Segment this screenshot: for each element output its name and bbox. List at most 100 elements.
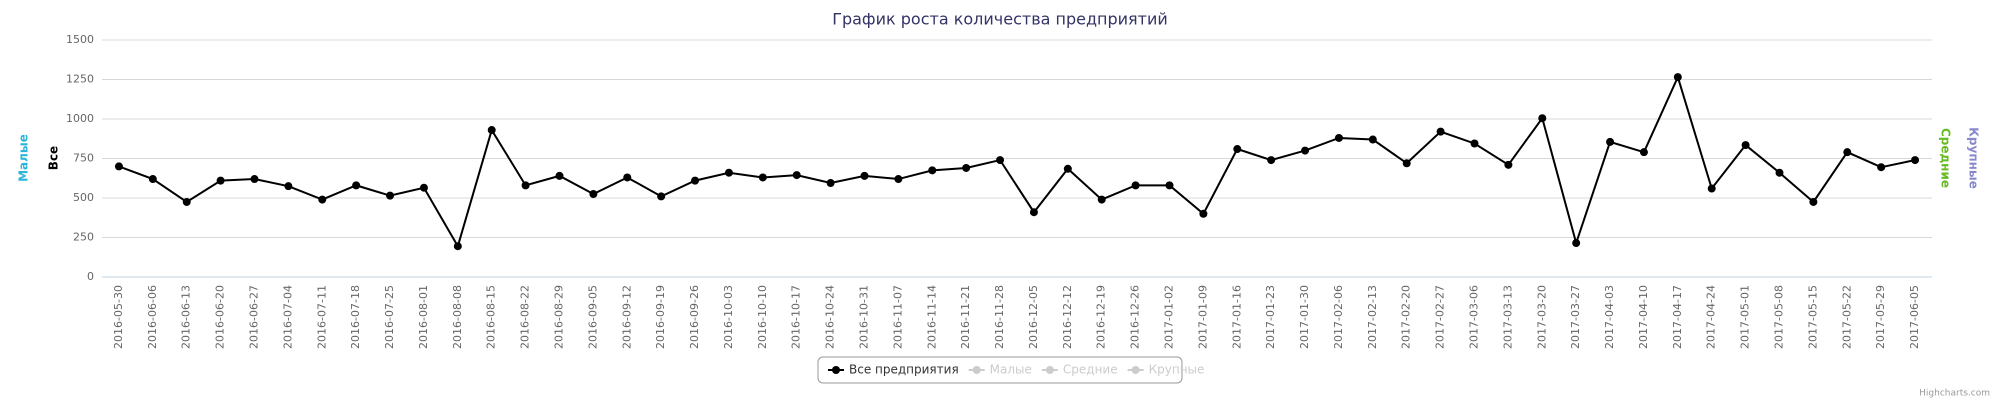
x-tick-label: 2016-06-20: [214, 285, 227, 349]
x-tick-label: 2017-01-30: [1298, 285, 1311, 349]
x-tick-label: 2016-12-19: [1095, 285, 1108, 349]
point: [589, 190, 598, 199]
point: [1538, 114, 1547, 123]
x-tick-label: 2016-09-19: [654, 285, 667, 349]
x-tick-label: 2017-02-27: [1434, 285, 1447, 349]
x-tick-label: 2016-10-03: [722, 285, 735, 349]
point: [1199, 209, 1208, 218]
point: [1165, 181, 1174, 190]
y-tick-label: 0: [87, 270, 94, 283]
point: [1334, 133, 1343, 142]
point: [1877, 163, 1886, 172]
point: [1267, 156, 1276, 165]
x-tick-label: 2017-01-16: [1230, 285, 1243, 349]
y-tick-label: 1000: [66, 112, 94, 125]
legend-item[interactable]: Все предприятия: [849, 363, 959, 377]
point: [1402, 159, 1411, 168]
x-tick-label: 2016-11-28: [993, 285, 1006, 349]
point: [521, 181, 530, 190]
point: [758, 173, 767, 182]
legend-box: [817, 356, 1183, 384]
x-tick-label: 2017-02-20: [1400, 285, 1413, 349]
point: [1029, 208, 1038, 217]
x-tick-label: 2017-03-27: [1569, 285, 1582, 349]
point: [1233, 145, 1242, 154]
x-tick-label: 2017-05-22: [1840, 285, 1853, 349]
legend-item[interactable]: Малые: [990, 363, 1032, 377]
x-tick-label: 2016-06-27: [248, 285, 261, 349]
point: [623, 173, 632, 182]
point: [1063, 164, 1072, 173]
point: [1368, 135, 1377, 144]
point: [216, 176, 225, 185]
x-tick-label: 2016-08-22: [519, 285, 532, 349]
point: [419, 183, 428, 192]
x-tick-label: 2016-09-26: [688, 285, 701, 349]
x-tick-label: 2016-11-07: [891, 285, 904, 349]
legend-symbol: [832, 366, 840, 374]
point: [318, 195, 327, 204]
x-tick-label: 2016-11-21: [959, 285, 972, 349]
point: [148, 175, 157, 184]
x-tick-label: 2016-05-30: [112, 285, 125, 349]
legend-item[interactable]: Средние: [1063, 363, 1118, 377]
x-tick-label: 2016-08-15: [485, 285, 498, 349]
x-tick-label: 2016-12-05: [1027, 285, 1040, 349]
point: [386, 191, 395, 200]
point: [1504, 160, 1513, 169]
y-tick-label: 750: [73, 152, 94, 165]
credits[interactable]: Highcharts.com: [1919, 389, 1990, 399]
x-tick-label: 2016-10-31: [858, 285, 871, 349]
point: [792, 171, 801, 180]
point: [1436, 127, 1445, 136]
point: [1775, 168, 1784, 177]
x-tick-label: 2017-01-23: [1264, 285, 1277, 349]
point: [1097, 195, 1106, 204]
point: [724, 168, 733, 177]
point: [250, 175, 259, 184]
x-tick-label: 2016-10-24: [824, 285, 837, 349]
point: [487, 126, 496, 135]
point: [114, 162, 123, 171]
x-tick-label: 2016-07-04: [281, 285, 294, 349]
y-axis-title: Средние: [1939, 128, 1953, 188]
point: [1843, 148, 1852, 157]
x-tick-label: 2017-04-10: [1637, 285, 1650, 349]
legend-symbol: [1045, 366, 1054, 374]
point: [284, 182, 293, 191]
x-tick-label: 2016-12-12: [1061, 285, 1074, 349]
x-tick-label: 2016-09-05: [586, 285, 599, 349]
point: [1707, 184, 1716, 193]
point: [826, 178, 835, 187]
x-tick-label: 2017-04-03: [1603, 285, 1616, 349]
point: [657, 192, 666, 201]
point: [1639, 148, 1648, 157]
x-tick-label: 2016-10-17: [790, 285, 803, 349]
x-tick-label: 2016-08-08: [451, 285, 464, 349]
x-tick-label: 2017-05-01: [1739, 285, 1752, 349]
x-tick-label: 2017-06-05: [1908, 285, 1921, 349]
point: [894, 175, 903, 184]
point: [1809, 197, 1818, 206]
series-line: [118, 74, 1916, 249]
point: [1911, 156, 1920, 165]
x-tick-label: 2016-07-11: [315, 285, 328, 349]
point: [691, 176, 700, 185]
x-tick-label: 2017-03-13: [1501, 285, 1514, 349]
y-axis-title: Малые: [17, 134, 31, 182]
point: [962, 163, 971, 172]
y-tick-label: 500: [73, 191, 94, 204]
point: [352, 181, 361, 190]
point: [555, 171, 564, 180]
x-tick-label: 2016-11-14: [925, 285, 938, 349]
x-tick-label: 2017-01-02: [1163, 285, 1176, 349]
point: [996, 156, 1005, 165]
legend-item[interactable]: Крупные: [1149, 363, 1205, 377]
point: [1572, 239, 1581, 248]
x-tick-label: 2016-08-29: [553, 285, 566, 349]
x-tick-label: 2016-06-06: [146, 285, 159, 349]
x-tick-label: 2017-05-29: [1874, 285, 1887, 349]
x-tick-label: 2017-04-17: [1671, 285, 1684, 349]
point: [1301, 146, 1310, 155]
